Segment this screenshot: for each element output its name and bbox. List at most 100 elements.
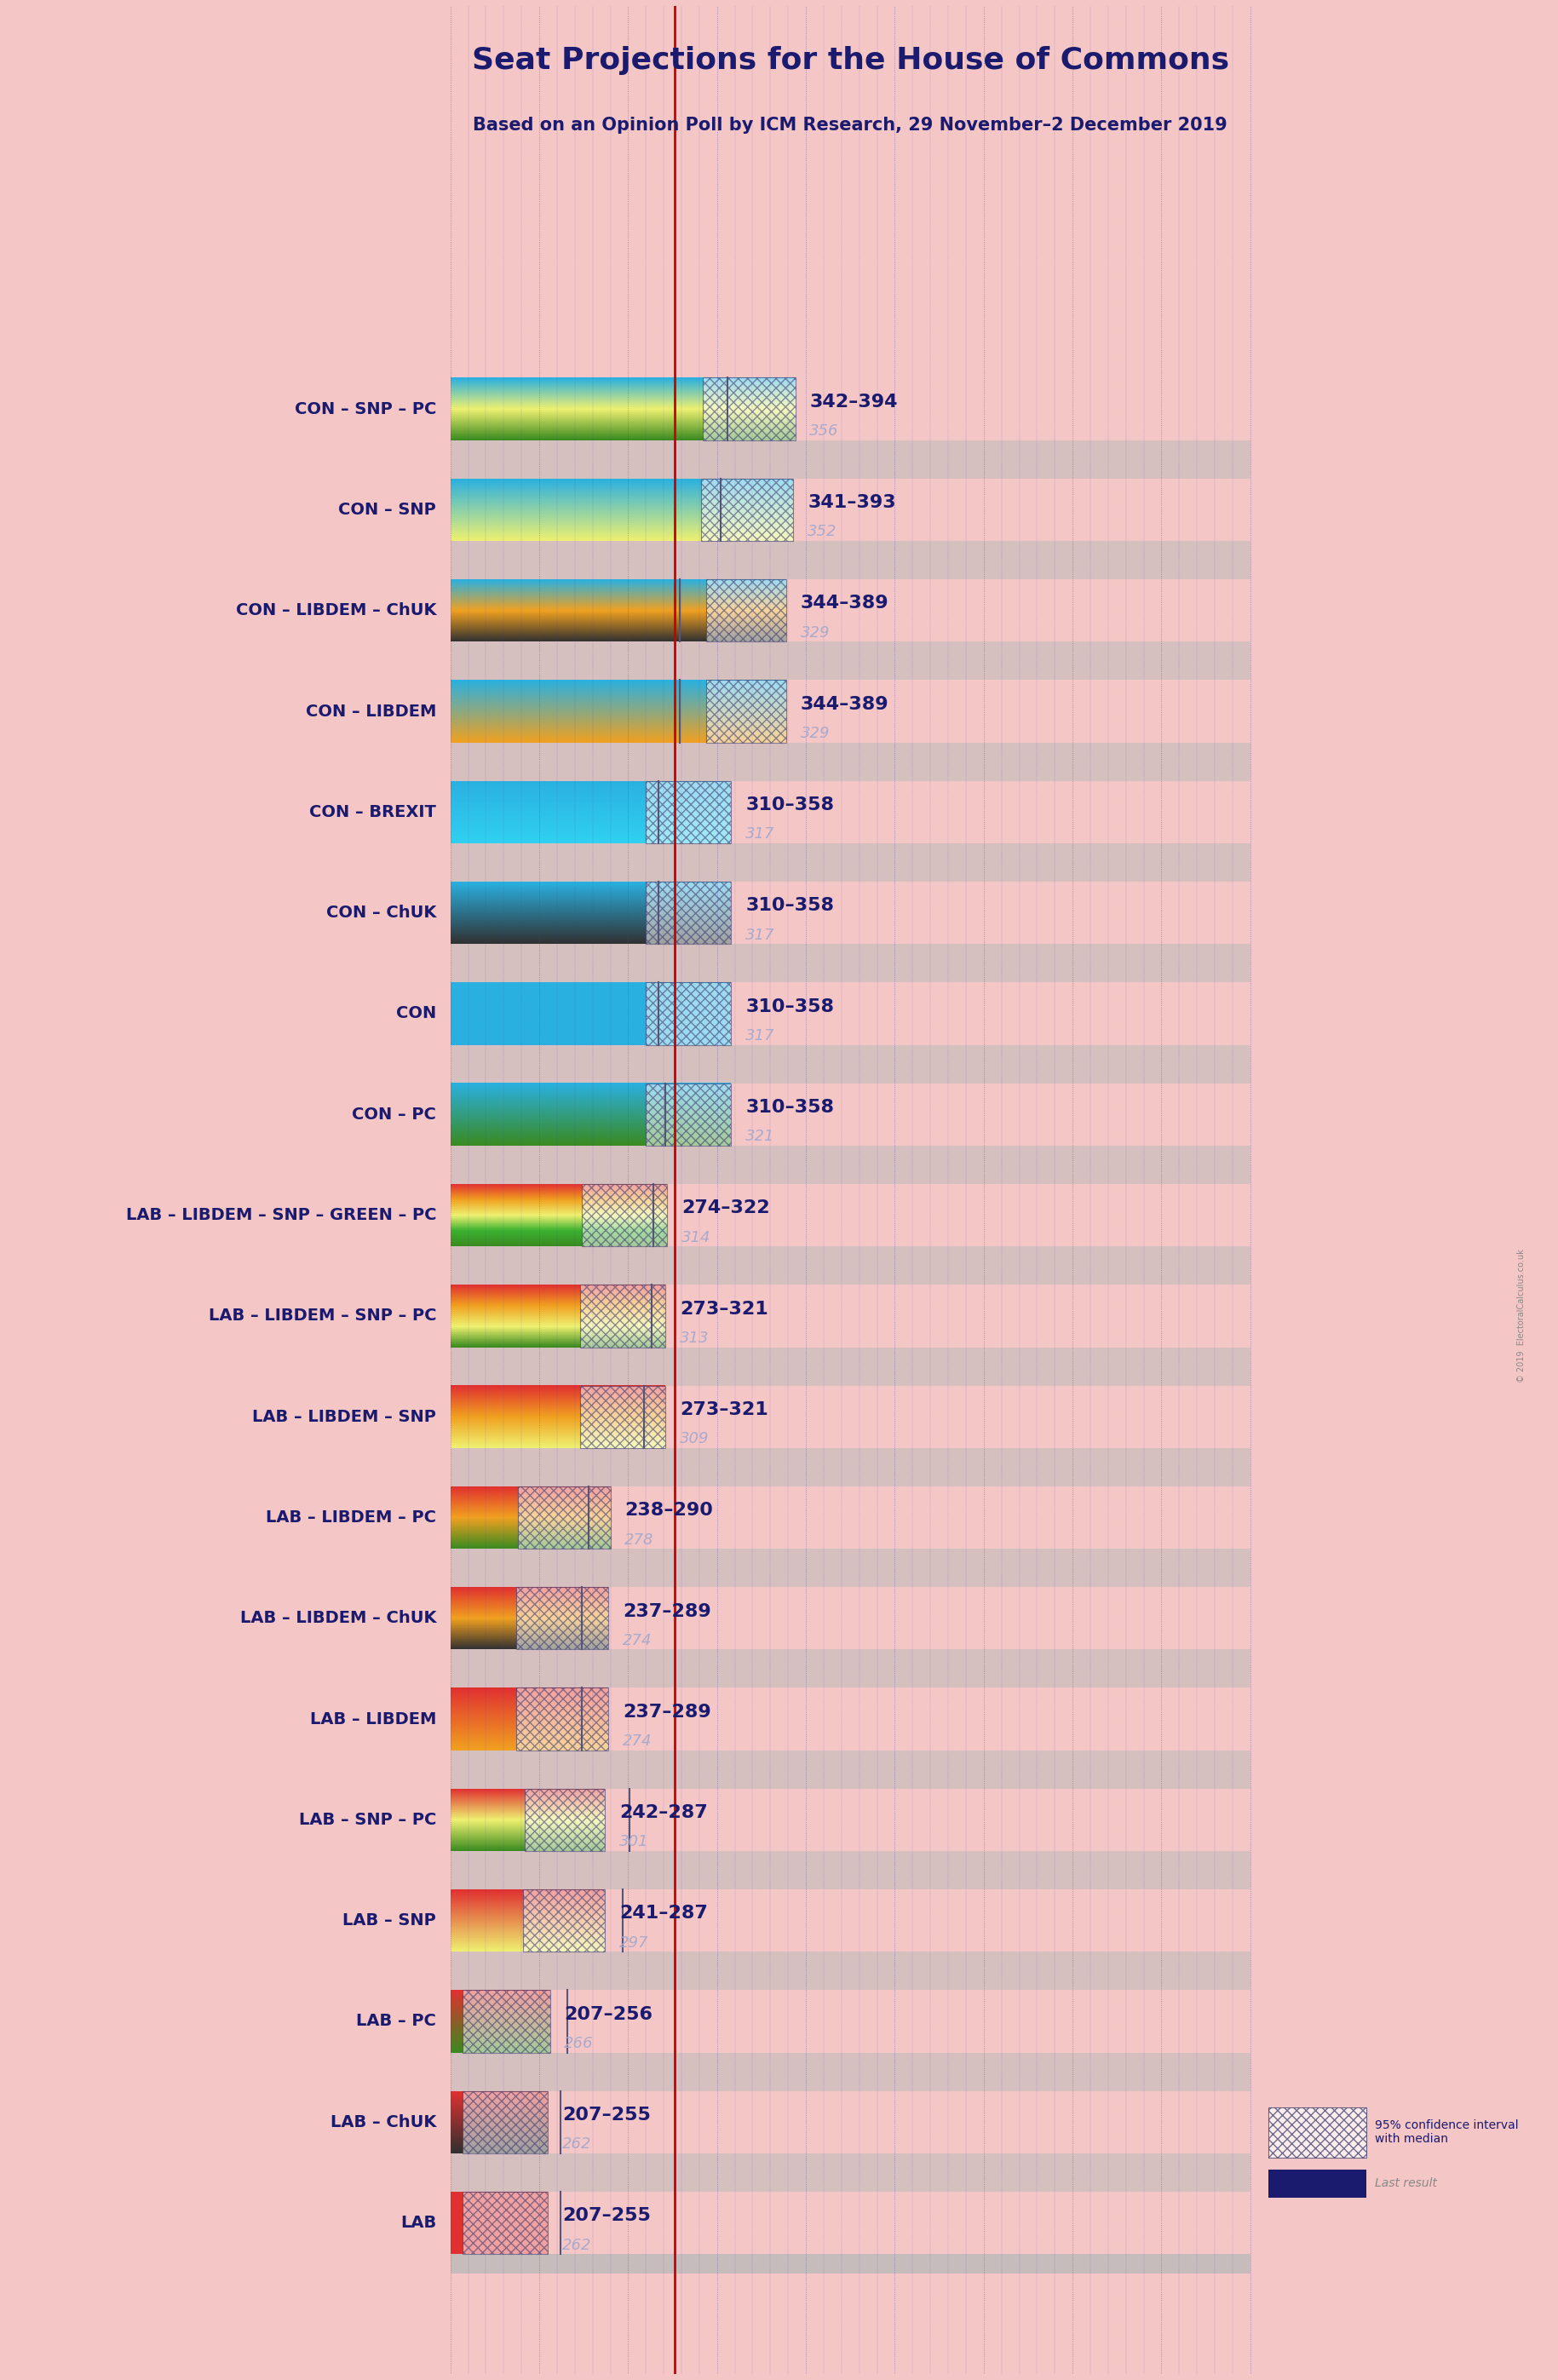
Text: 207–256: 207–256 xyxy=(564,2006,653,2023)
Bar xyxy=(450,1568,1251,1587)
Bar xyxy=(450,643,1251,662)
Text: LAB – ChUK: LAB – ChUK xyxy=(330,2113,436,2130)
Bar xyxy=(450,2154,1251,2173)
Bar xyxy=(516,1687,609,1749)
Text: 297: 297 xyxy=(619,1935,648,1952)
Bar xyxy=(703,378,795,440)
Bar xyxy=(647,1083,731,1145)
Text: 317: 317 xyxy=(745,928,774,942)
Text: Last result: Last result xyxy=(1374,2178,1436,2190)
Bar xyxy=(450,1366,1251,1385)
Text: 317: 317 xyxy=(745,1028,774,1042)
Bar xyxy=(450,440,1251,459)
Bar xyxy=(450,459,1251,478)
Bar xyxy=(450,540,1251,559)
Text: LAB – SNP: LAB – SNP xyxy=(343,1914,436,1928)
Text: 317: 317 xyxy=(745,826,774,843)
Bar xyxy=(1268,2171,1366,2197)
Bar xyxy=(516,1587,609,1649)
Text: 314: 314 xyxy=(681,1230,710,1245)
Bar xyxy=(450,743,1251,762)
Text: LAB – LIBDEM – ChUK: LAB – LIBDEM – ChUK xyxy=(240,1611,436,1626)
Bar xyxy=(450,1064,1251,1083)
Bar xyxy=(706,681,787,743)
Text: LAB: LAB xyxy=(400,2216,436,2230)
Text: 273–321: 273–321 xyxy=(679,1402,768,1418)
Text: CON – LIBDEM: CON – LIBDEM xyxy=(305,702,436,719)
Text: Based on an Opinion Poll by ICM Research, 29 November–2 December 2019: Based on an Opinion Poll by ICM Research… xyxy=(474,117,1228,133)
Bar xyxy=(463,1990,550,2052)
Text: 309: 309 xyxy=(679,1430,709,1447)
Bar xyxy=(450,862,1251,881)
Bar xyxy=(706,578,787,643)
Text: 274: 274 xyxy=(623,1733,653,1749)
Bar xyxy=(580,1285,665,1347)
Text: 274: 274 xyxy=(623,1633,653,1647)
Bar xyxy=(450,2173,1251,2192)
Bar xyxy=(450,2071,1251,2092)
Text: 237–289: 237–289 xyxy=(623,1602,710,1621)
Text: 95% confidence interval
with median: 95% confidence interval with median xyxy=(1374,2118,1519,2144)
Bar xyxy=(450,1145,1251,1164)
Bar xyxy=(450,2052,1251,2071)
Text: 241–287: 241–287 xyxy=(619,1904,707,1923)
Text: 342–394: 342–394 xyxy=(810,393,897,409)
Text: © 2019  ElectoralCalculus.co.uk: © 2019 ElectoralCalculus.co.uk xyxy=(1517,1250,1525,1383)
Text: 237–289: 237–289 xyxy=(623,1704,710,1721)
Text: 344–389: 344–389 xyxy=(801,695,890,712)
Bar xyxy=(450,1164,1251,1183)
Bar xyxy=(583,1183,667,1247)
Bar xyxy=(580,1385,665,1447)
Bar xyxy=(450,1768,1251,1790)
Bar xyxy=(450,1649,1251,1668)
Text: CON – SNP: CON – SNP xyxy=(338,502,436,519)
Bar xyxy=(450,762,1251,781)
Bar xyxy=(450,1668,1251,1687)
Bar xyxy=(450,1852,1251,1871)
Text: 310–358: 310–358 xyxy=(745,797,834,814)
Text: 352: 352 xyxy=(807,524,837,540)
Bar xyxy=(450,1749,1251,1768)
Text: 341–393: 341–393 xyxy=(807,495,896,512)
Bar xyxy=(450,1549,1251,1568)
Bar xyxy=(450,559,1251,578)
Text: 301: 301 xyxy=(619,1835,648,1849)
Bar xyxy=(450,1347,1251,1366)
Bar xyxy=(701,478,793,540)
Text: 274–322: 274–322 xyxy=(681,1200,770,1216)
Text: 207–255: 207–255 xyxy=(562,2106,651,2123)
Bar xyxy=(450,1447,1251,1466)
Bar xyxy=(647,983,731,1045)
Bar xyxy=(450,1045,1251,1064)
Bar xyxy=(450,1952,1251,1971)
Bar xyxy=(450,843,1251,862)
Text: 266: 266 xyxy=(564,2035,594,2052)
Bar xyxy=(450,1247,1251,1266)
Text: CON – PC: CON – PC xyxy=(352,1107,436,1123)
Text: 262: 262 xyxy=(562,2137,592,2152)
Text: 310–358: 310–358 xyxy=(745,897,834,914)
Bar xyxy=(525,1790,605,1852)
Text: 329: 329 xyxy=(801,626,830,640)
Text: CON – SNP – PC: CON – SNP – PC xyxy=(294,400,436,416)
Bar xyxy=(450,1871,1251,1890)
Text: 356: 356 xyxy=(810,424,838,438)
Text: LAB – LIBDEM: LAB – LIBDEM xyxy=(310,1711,436,1728)
Text: Seat Projections for the House of Commons: Seat Projections for the House of Common… xyxy=(472,45,1229,76)
Text: LAB – SNP – PC: LAB – SNP – PC xyxy=(299,1811,436,1828)
Bar xyxy=(450,1971,1251,1990)
Text: LAB – LIBDEM – SNP – PC: LAB – LIBDEM – SNP – PC xyxy=(209,1309,436,1323)
Text: 207–255: 207–255 xyxy=(562,2206,651,2225)
Text: 344–389: 344–389 xyxy=(801,595,890,612)
Text: 329: 329 xyxy=(801,726,830,740)
Bar xyxy=(647,781,731,843)
Bar xyxy=(523,1890,605,1952)
Text: LAB – LIBDEM – SNP: LAB – LIBDEM – SNP xyxy=(252,1409,436,1426)
Text: LAB – LIBDEM – SNP – GREEN – PC: LAB – LIBDEM – SNP – GREEN – PC xyxy=(126,1207,436,1223)
Bar xyxy=(450,945,1251,964)
Bar xyxy=(463,2092,548,2154)
Bar xyxy=(450,662,1251,681)
Bar xyxy=(450,1466,1251,1485)
Text: LAB – PC: LAB – PC xyxy=(357,2013,436,2030)
Text: 238–290: 238–290 xyxy=(625,1502,714,1518)
